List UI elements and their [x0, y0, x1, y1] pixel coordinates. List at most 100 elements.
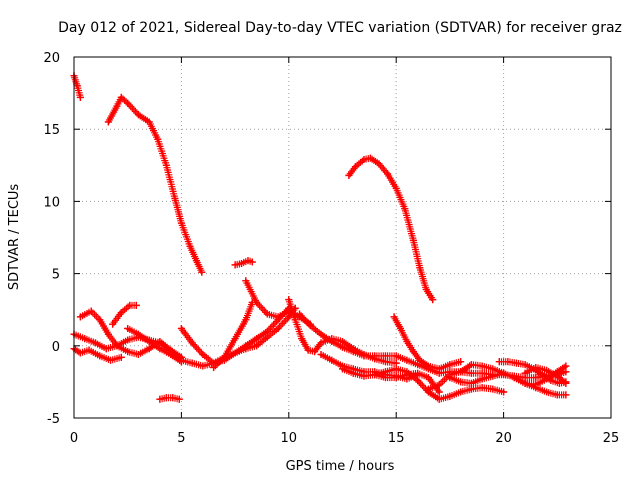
- data-point: [192, 257, 200, 265]
- data-point: [132, 301, 140, 309]
- x-tick-label: 15: [388, 431, 405, 446]
- data-point: [177, 219, 185, 227]
- data-point: [390, 313, 398, 321]
- data-point: [220, 353, 228, 361]
- data-marks: [70, 72, 570, 403]
- y-tick-label: 0: [52, 340, 60, 355]
- data-point: [562, 379, 570, 387]
- data-point: [478, 375, 486, 383]
- y-tick-label: 15: [43, 123, 60, 138]
- data-point: [134, 111, 142, 119]
- data-point: [422, 285, 430, 293]
- data-point: [199, 362, 207, 370]
- data-point: [231, 261, 239, 269]
- data-point: [274, 324, 282, 332]
- data-point: [162, 161, 170, 169]
- data-point: [424, 374, 432, 382]
- series-arc-2: [104, 93, 206, 276]
- series-arc-7: [109, 301, 140, 328]
- y-axis-label: SDTVAR / TECUs: [7, 184, 22, 291]
- data-point: [177, 324, 185, 332]
- data-point: [253, 335, 261, 343]
- data-point: [81, 335, 89, 343]
- data-point: [457, 388, 465, 396]
- data-point: [328, 356, 336, 364]
- data-point: [489, 385, 497, 393]
- data-point: [351, 163, 359, 171]
- data-point: [109, 320, 117, 328]
- data-point: [396, 324, 404, 332]
- data-point: [177, 358, 185, 366]
- data-point: [478, 384, 486, 392]
- data-point: [317, 350, 325, 358]
- data-point: [510, 374, 518, 382]
- data-point: [242, 345, 250, 353]
- data-point: [345, 171, 353, 179]
- data-point: [467, 361, 475, 369]
- data-point: [124, 336, 132, 344]
- data-point: [263, 333, 271, 341]
- data-point: [154, 135, 162, 143]
- data-point: [104, 118, 112, 126]
- data-point: [532, 374, 540, 382]
- data-point: [366, 154, 374, 162]
- x-axis-label: GPS time / hours: [286, 459, 395, 474]
- data-point: [76, 349, 84, 357]
- chart-title: Day 012 of 2021, Sidereal Day-to-day VTE…: [58, 20, 622, 36]
- x-tick-label: 10: [281, 431, 298, 446]
- data-point: [285, 296, 293, 304]
- data-point: [543, 388, 551, 396]
- data-point: [339, 343, 346, 351]
- data-point: [467, 379, 475, 387]
- data-point: [117, 309, 125, 317]
- data-point: [117, 353, 125, 361]
- data-point: [360, 352, 368, 360]
- data-point: [117, 93, 125, 101]
- data-point: [311, 348, 319, 356]
- data-point: [416, 356, 424, 364]
- data-point: [156, 395, 164, 403]
- y-tick-label: 20: [43, 51, 60, 66]
- data-point: [349, 348, 357, 356]
- data-point: [435, 395, 443, 403]
- data-point: [381, 368, 389, 376]
- data-point: [543, 366, 551, 374]
- axis-ticks: 0 5 10 15 20 25 -5 0 5 10 15 20: [43, 51, 619, 446]
- data-point: [296, 310, 304, 318]
- data-point: [76, 313, 84, 321]
- series-arc-21: [446, 369, 508, 387]
- data-point: [429, 296, 437, 304]
- x-tick-label: 5: [177, 431, 185, 446]
- data-point: [500, 388, 508, 396]
- data-point: [96, 352, 104, 360]
- series-arc-6: [76, 307, 185, 361]
- data-point: [304, 346, 312, 354]
- data-point: [263, 310, 271, 318]
- data-point: [253, 342, 261, 350]
- data-point: [210, 363, 218, 371]
- data-point: [145, 345, 153, 353]
- data-point: [371, 371, 379, 379]
- series-arc-3: [231, 257, 256, 269]
- series-arc-8: [70, 345, 125, 364]
- x-tick-label: 25: [603, 431, 620, 446]
- series-arc-10: [156, 394, 183, 403]
- data-point: [414, 361, 422, 369]
- data-point: [521, 379, 529, 387]
- data-point: [446, 374, 454, 382]
- data-point: [414, 369, 422, 377]
- y-tick-label: 10: [43, 195, 60, 210]
- data-point: [328, 337, 336, 345]
- data-point: [360, 156, 368, 164]
- data-point: [435, 388, 443, 396]
- data-point: [113, 342, 121, 350]
- data-point: [403, 356, 411, 364]
- data-point: [457, 378, 465, 386]
- data-point: [532, 363, 540, 371]
- data-point: [532, 381, 540, 389]
- data-point: [489, 365, 497, 373]
- data-point: [381, 352, 389, 360]
- data-point: [384, 170, 392, 178]
- data-point: [424, 385, 432, 393]
- data-point: [360, 372, 368, 380]
